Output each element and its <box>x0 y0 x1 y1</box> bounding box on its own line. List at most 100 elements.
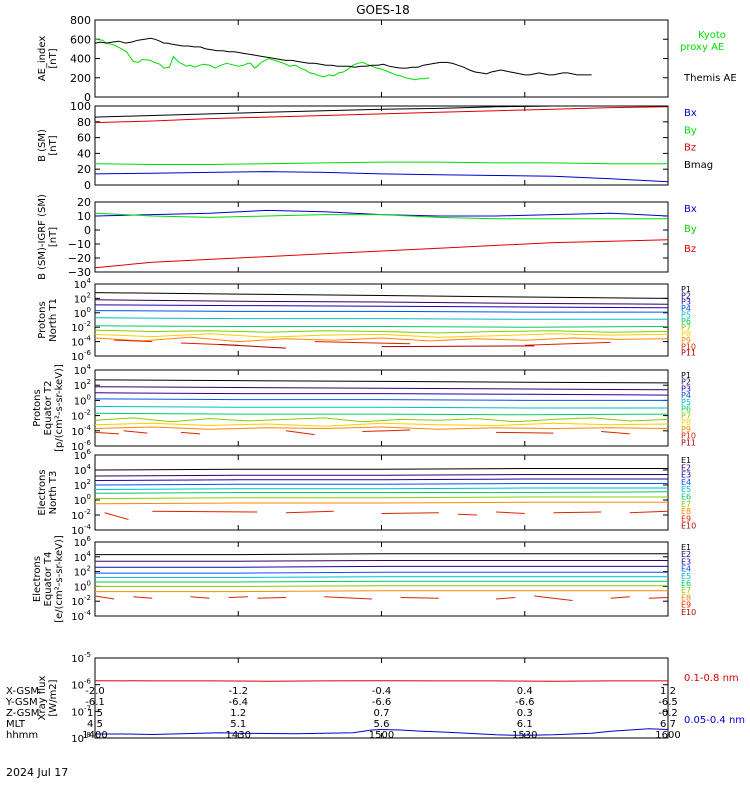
series-line-e9 <box>400 597 439 599</box>
y-tick-label: 102 <box>74 478 91 492</box>
figure-title: GOES-18 <box>356 3 410 17</box>
y-tick-label: 102 <box>74 378 91 392</box>
legend-entry: P11 <box>681 349 696 358</box>
legend-entry: P10 <box>681 342 696 351</box>
legend-entry: P9 <box>681 336 691 345</box>
y-tick-label: 10-6 <box>71 349 91 363</box>
legend-entry: P8 <box>681 418 691 427</box>
y-axis-label: Electrons <box>37 469 48 515</box>
ephemeris-label: hhmm <box>6 730 38 741</box>
legend-entry: Bz <box>684 143 696 154</box>
ephemeris-value: 5.1 <box>230 719 246 730</box>
series-line-p6 <box>94 412 669 416</box>
series-line-p7 <box>94 417 669 423</box>
y-tick-label: 100 <box>74 579 91 593</box>
series-line-p11 <box>381 345 535 348</box>
series-line-e9 <box>496 511 525 514</box>
series-line-by <box>94 161 668 165</box>
legend-entry: P6 <box>681 317 691 326</box>
y-axis-label: [nT] <box>48 48 59 68</box>
y-tick-label: 10-5 <box>71 651 91 665</box>
legend-entry: P7 <box>681 411 691 420</box>
legend-entry: E7 <box>681 586 691 595</box>
series-line-e9 <box>648 597 669 599</box>
panel-frame <box>94 19 669 98</box>
legend-entry: P11 <box>681 438 696 447</box>
y-tick-label: 10-7 <box>71 704 91 718</box>
series-line-p8 <box>94 422 669 427</box>
y-tick-label: 20 <box>77 196 91 209</box>
series-line-bx <box>94 171 669 183</box>
series-line-e1 <box>94 468 668 471</box>
series-line-e4 <box>94 483 668 486</box>
legend-entry: E3 <box>681 557 691 566</box>
y-tick-label: 106 <box>74 448 92 462</box>
y-axis-label: [nT] <box>48 135 59 155</box>
legend-entry: Bmag <box>684 160 713 171</box>
series-line-p5 <box>94 317 668 320</box>
y-axis-label: Electrons <box>32 556 43 602</box>
legend-entry: E8 <box>681 507 691 516</box>
legend-entry: 0.1-0.8 nm <box>684 673 739 684</box>
series-line-e8 <box>95 590 668 593</box>
legend-entry: P2 <box>681 291 691 300</box>
series-line-p10 <box>94 431 119 435</box>
legend-entry: E5 <box>681 485 691 494</box>
ephemeris-value: -0.2 <box>658 708 678 719</box>
series-line-p4 <box>94 398 668 401</box>
ephemeris-value: 1600 <box>655 730 680 741</box>
y-tick-label: 80 <box>77 116 91 129</box>
series-line-e9 <box>104 512 129 520</box>
y-tick-label: 10-2 <box>71 508 91 522</box>
series-line-p1 <box>94 292 669 299</box>
series-line-p10 <box>285 430 315 436</box>
series-line-bx <box>94 209 669 217</box>
series-line-e9 <box>381 512 439 514</box>
y-tick-label: 10-6 <box>71 439 91 453</box>
ephemeris-value: 6.1 <box>517 719 533 730</box>
legend-entry: P8 <box>681 330 691 339</box>
legend-entry: P4 <box>681 391 691 400</box>
legend-entry: E9 <box>681 601 691 610</box>
y-tick-label: 0 <box>84 224 91 237</box>
y-tick-label: −30 <box>68 266 91 279</box>
legend-entry: E10 <box>681 608 696 617</box>
ephemeris-value: 6.7 <box>660 719 676 730</box>
series-line-0-1-0-8-nm <box>94 680 668 682</box>
y-axis-label: Xray flux <box>37 676 48 721</box>
panel-frame <box>94 283 669 357</box>
y-tick-label: 60 <box>77 132 91 145</box>
legend-entry: E9 <box>681 514 691 523</box>
y-tick-label: 0 <box>84 179 91 192</box>
legend-entry: E7 <box>681 500 691 509</box>
series-line-e9 <box>610 596 630 599</box>
series-line-p3 <box>94 392 669 396</box>
series-line-e5 <box>94 487 668 490</box>
series-line-e9 <box>534 595 573 601</box>
series-line-p10 <box>601 431 630 435</box>
y-axis-label: B (SM)-IGRF (SM) <box>37 194 48 280</box>
ephemeris-label: X-GSM <box>6 686 39 697</box>
series-line-p8 <box>94 333 669 338</box>
ephemeris-value: -0.4 <box>372 686 392 697</box>
series-line-p10 <box>362 429 411 433</box>
legend-entry: P4 <box>681 304 691 313</box>
ephemeris-value: 0.7 <box>374 708 390 719</box>
legend-entry: P6 <box>681 405 691 414</box>
ephemeris-label: MLT <box>6 719 26 730</box>
series-line-e4 <box>95 571 668 574</box>
y-axis-label: [W/m2] <box>48 679 59 716</box>
y-tick-label: 100 <box>74 306 91 320</box>
series-line-e6 <box>95 580 668 583</box>
series-line-e9 <box>553 511 602 514</box>
y-tick-label: 800 <box>70 14 91 27</box>
y-tick-label: 40 <box>77 147 91 160</box>
series-line-e9 <box>629 510 669 514</box>
legend-entry: E3 <box>681 471 691 480</box>
legend-entry: P5 <box>681 310 691 319</box>
y-tick-label: 200 <box>70 72 91 85</box>
y-tick-label: 10-6 <box>71 678 91 692</box>
